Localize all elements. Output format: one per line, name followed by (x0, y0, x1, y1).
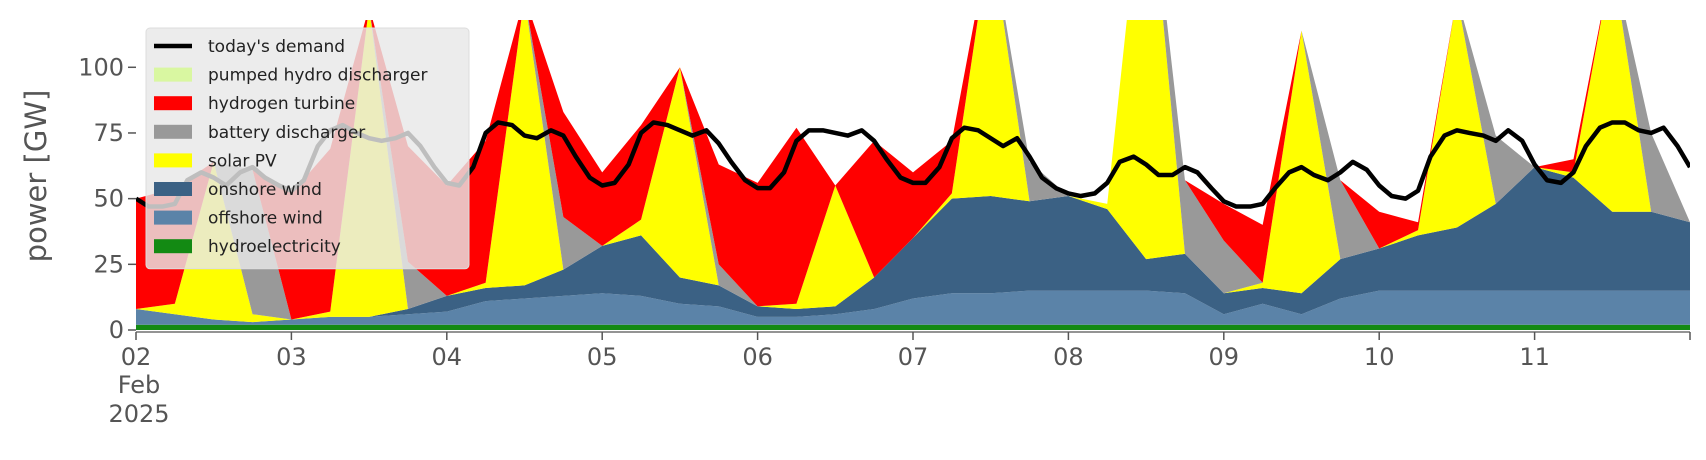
legend-label: onshore wind (208, 180, 322, 200)
x-tick-label: 04 (432, 343, 463, 371)
legend-label: hydroelectricity (208, 237, 341, 257)
x-tick-sublabel: 2025 (108, 400, 169, 428)
y-axis-title: power [GW] (19, 90, 53, 263)
legend-swatch (154, 239, 192, 254)
x-tick-label: 11 (1519, 343, 1550, 371)
x-tick-label: 03 (276, 343, 307, 371)
legend-swatch (154, 210, 192, 225)
x-tick-sublabel: Feb (118, 371, 161, 399)
y-tick-label: 100 (78, 53, 124, 81)
legend-swatch (154, 96, 192, 111)
legend-swatch (154, 153, 192, 168)
y-tick-label: 75 (93, 119, 124, 147)
y-tick-label: 50 (93, 185, 124, 213)
legend-label: solar PV (208, 151, 277, 171)
area-solar-pv (136, 20, 1690, 323)
x-tick-label: 05 (587, 343, 618, 371)
legend-label: today's demand (208, 37, 345, 57)
x-tick-label: 07 (898, 343, 929, 371)
area-offshore-wind (136, 290, 1690, 325)
y-tick-label: 0 (109, 316, 124, 344)
legend-swatch (154, 182, 192, 196)
legend-label: battery discharger (208, 123, 365, 143)
x-tick-label: 09 (1209, 343, 1240, 371)
area-onshore-wind (136, 167, 1690, 323)
stacked-areas (136, 20, 1690, 330)
legend: today's demand pumped hydro discharger hyd… (145, 27, 470, 270)
x-tick-label: 08 (1053, 343, 1084, 371)
legend-label: hydrogen turbine (208, 94, 355, 114)
legend-label: offshore wind (208, 209, 323, 229)
area-hydroelectricity (136, 324, 1690, 330)
legend-label: pumped hydro discharger (208, 66, 427, 86)
legend-swatch (154, 124, 192, 139)
area-hydrogen-turbine (136, 20, 1690, 320)
x-tick-label: 02 (121, 343, 152, 371)
legend-swatch (154, 67, 192, 82)
x-tick-label: 10 (1364, 343, 1395, 371)
y-tick-label: 25 (93, 250, 124, 278)
legend-box (145, 27, 470, 270)
x-tick-label: 06 (742, 343, 773, 371)
